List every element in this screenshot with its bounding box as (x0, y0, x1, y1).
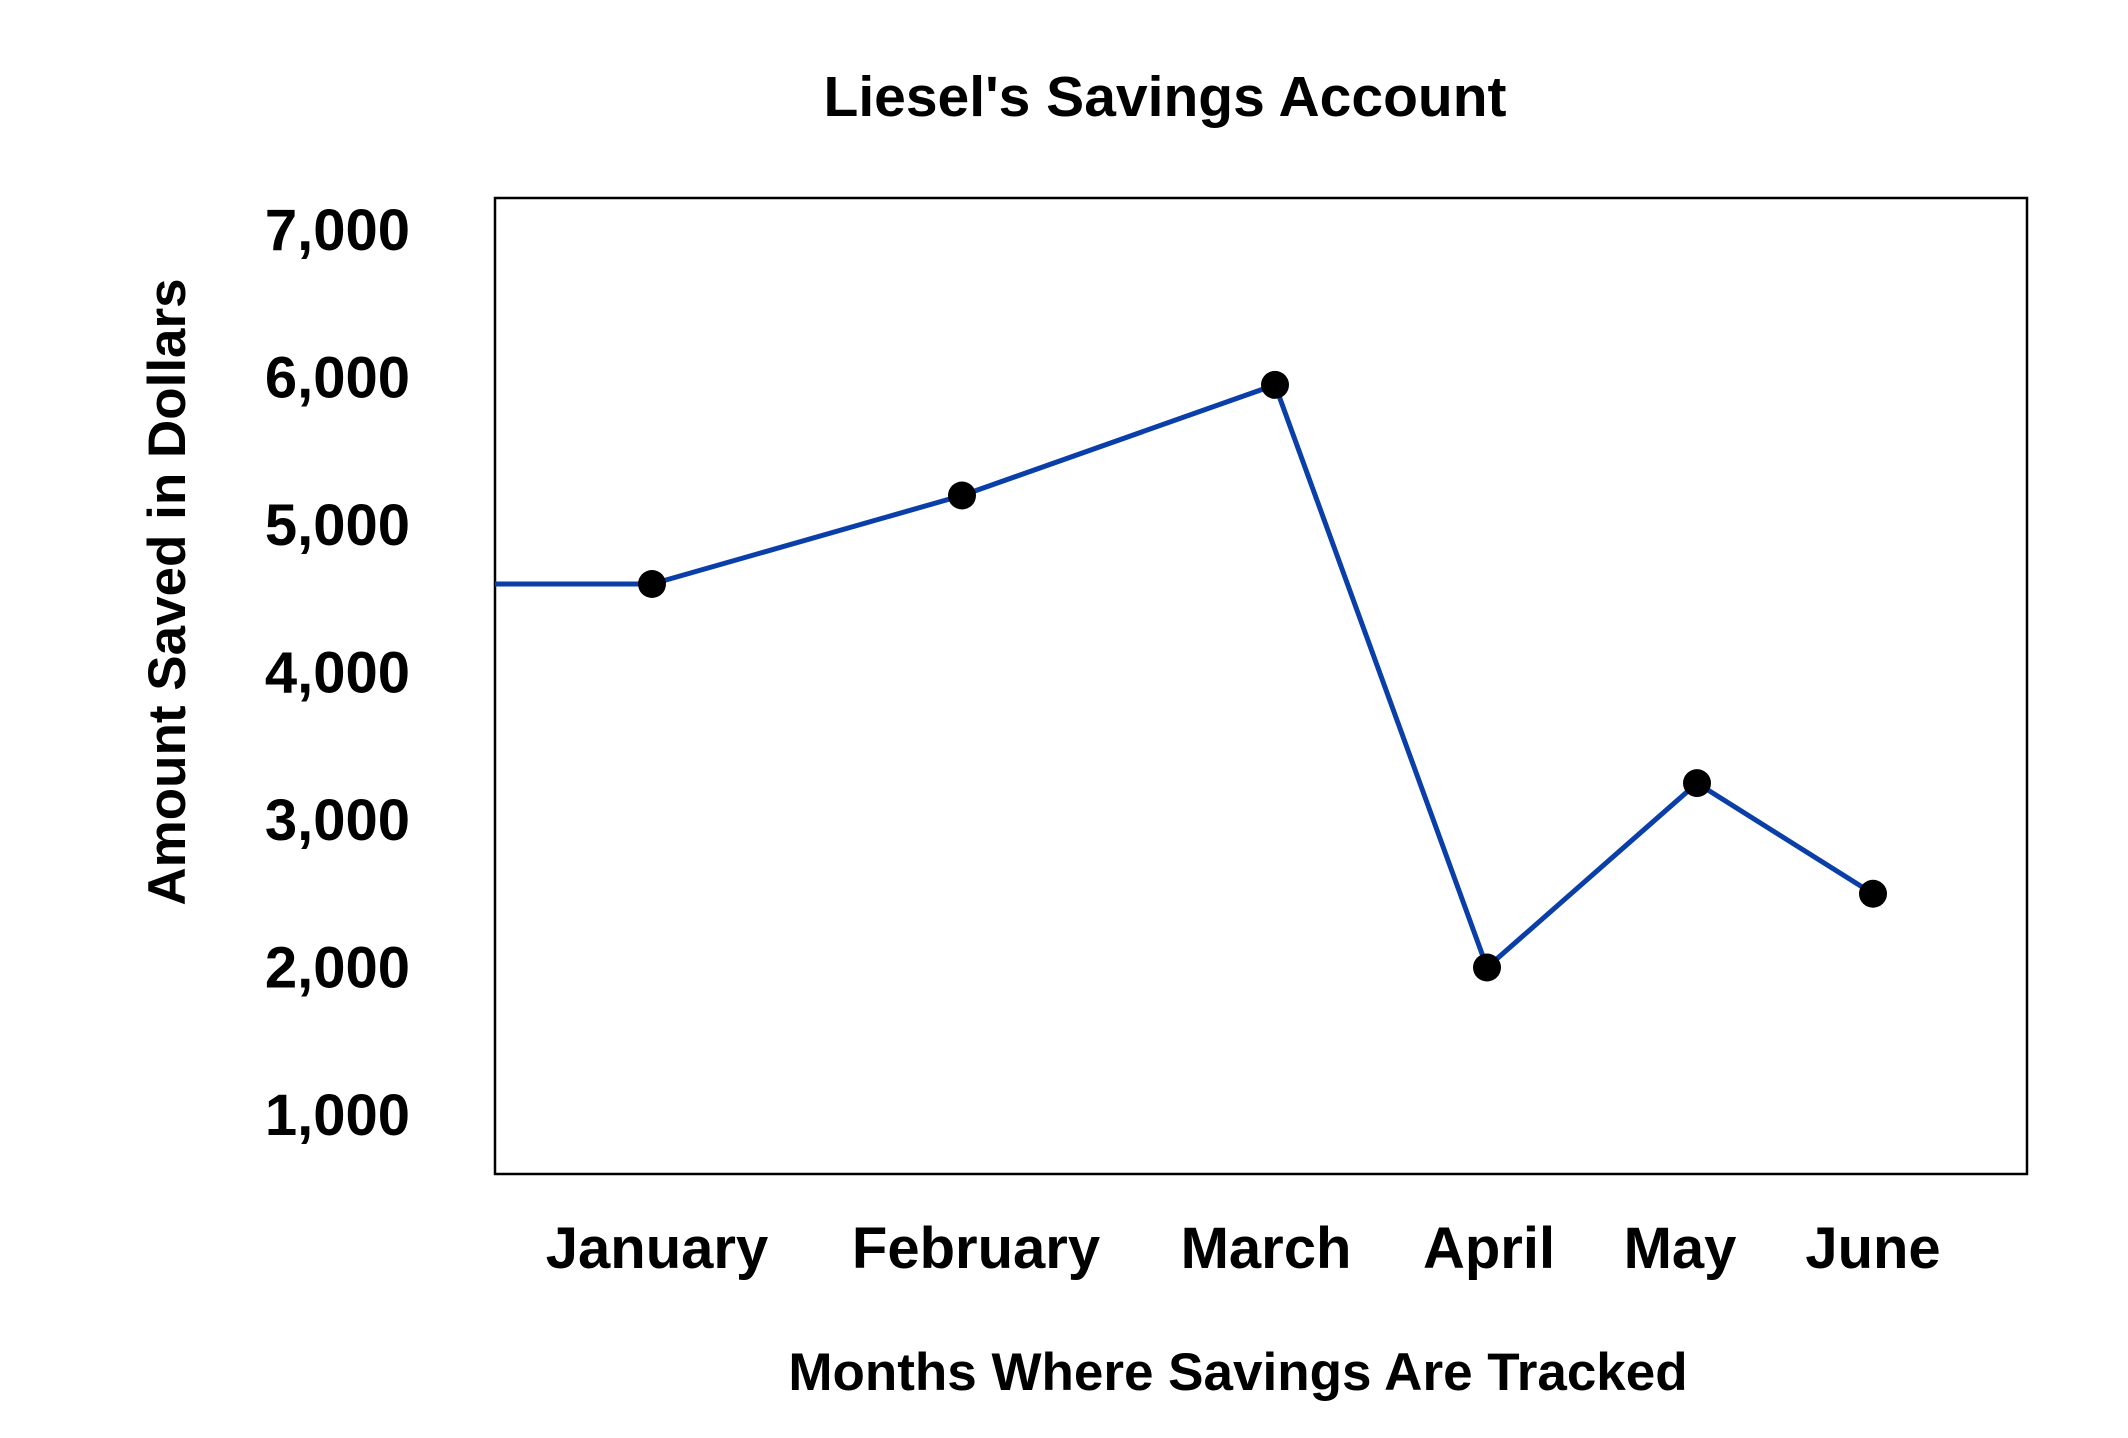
data-points (638, 370, 1887, 982)
series-line (495, 382, 1875, 970)
x-tick-label: June (1805, 1216, 1940, 1281)
series-layer (495, 382, 1875, 970)
y-tick-labels: 1,000 2,000 3,000 4,000 5,000 6,000 7,000 (265, 198, 410, 1148)
data-point (948, 481, 976, 510)
plot-area (493, 196, 2029, 1176)
y-tick-label: 5,000 (265, 493, 410, 558)
y-tick-label: 3,000 (265, 788, 410, 853)
x-tick-label: April (1423, 1216, 1555, 1281)
x-tick-label: January (546, 1216, 768, 1281)
y-axis-label: Amount Saved in Dollars (138, 278, 197, 905)
x-tick-label: March (1181, 1216, 1352, 1281)
data-point (638, 570, 666, 598)
data-point (1261, 370, 1289, 399)
x-tick-labels: January February March April May June (546, 1216, 1941, 1281)
y-tick-label: 6,000 (265, 346, 410, 411)
chart-title: Liesel's Savings Account (824, 65, 1507, 129)
x-tick-label: May (1624, 1216, 1737, 1281)
y-tick-label: 4,000 (265, 641, 410, 706)
x-axis-label: Months Where Savings Are Tracked (788, 1343, 1687, 1402)
data-point (1473, 953, 1501, 982)
y-tick-label: 7,000 (265, 198, 410, 263)
x-tick-label: February (852, 1216, 1100, 1281)
data-point (1859, 879, 1887, 908)
data-point (1683, 769, 1711, 798)
y-tick-label: 2,000 (265, 936, 410, 1001)
y-tick-label: 1,000 (265, 1083, 410, 1148)
